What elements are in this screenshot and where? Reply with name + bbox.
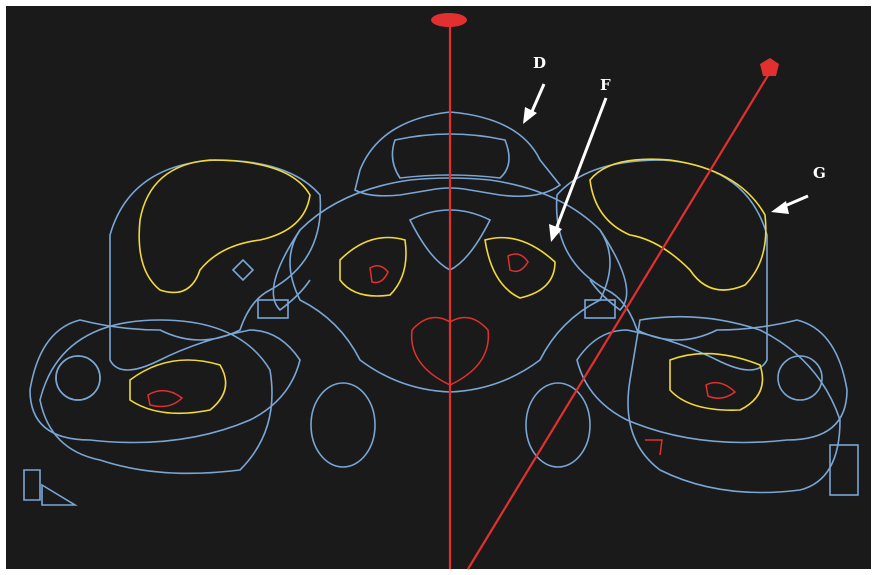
upper-arch-mesh xyxy=(354,111,562,198)
central-vertebra-mesh xyxy=(272,177,628,393)
left-muscle-mesh xyxy=(138,159,311,294)
annotation-f: F xyxy=(549,76,611,242)
spinal-cord-marker xyxy=(410,316,490,386)
annotation-d-label: D xyxy=(533,54,546,72)
right-muscle-mesh xyxy=(589,158,767,291)
right-lateral-mesh xyxy=(555,159,848,494)
annotation-d: D xyxy=(523,54,546,124)
oblique-axis-line xyxy=(467,71,771,570)
annotation-g-label: G xyxy=(813,164,826,182)
reference-lines xyxy=(431,13,779,570)
inner-muscle-meshes xyxy=(129,236,764,415)
vertical-axis-cap xyxy=(431,13,467,27)
lower-left-mesh xyxy=(39,319,273,475)
oblique-axis-cap xyxy=(760,58,779,76)
annotation-f-label: F xyxy=(600,76,611,94)
annotation-g: G xyxy=(771,164,826,214)
figure-background xyxy=(6,6,871,569)
lower-ovals-mesh xyxy=(23,258,859,506)
inner-red-markers xyxy=(147,253,737,456)
